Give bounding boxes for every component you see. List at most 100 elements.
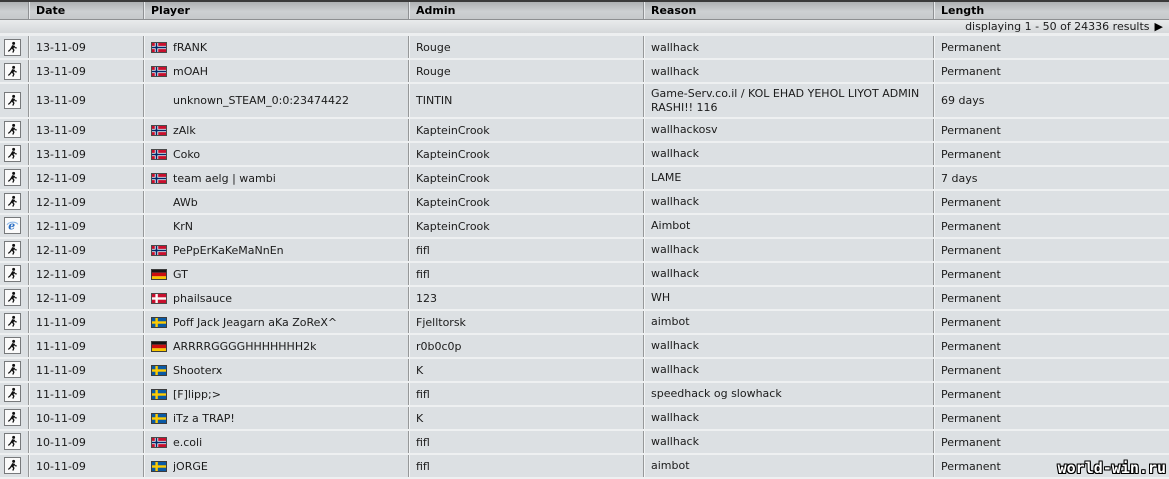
ban-type-cell — [0, 239, 28, 261]
player-cell: GT — [143, 262, 408, 285]
ban-row[interactable]: 12-11-09 GT fifl wallhack Permanent — [0, 262, 1169, 287]
ban-length: Permanent — [933, 286, 1169, 309]
ban-row[interactable]: 11-11-09 Poff Jack Jeagarn aKa ZoReX^ Fj… — [0, 310, 1169, 335]
ban-row[interactable]: 12-11-09 phailsauce 123 WH Permanent — [0, 286, 1169, 311]
ingame-ban-player-icon — [4, 91, 21, 109]
ban-length: 7 days — [933, 166, 1169, 189]
ban-length: Permanent — [933, 430, 1169, 453]
ban-type-cell — [0, 60, 28, 82]
ban-reason: Game-Serv.co.il / KOL EHAD YEHOL LIYOT A… — [643, 84, 933, 117]
ban-length: 69 days — [933, 84, 1169, 117]
ban-reason: speedhack og slowhack — [643, 382, 933, 405]
ban-length: Permanent — [933, 454, 1169, 477]
ban-type-cell — [0, 143, 28, 165]
admin-name: fifl — [408, 454, 643, 477]
table-body: 13-11-09 fRANK Rouge wallhack Permanent … — [0, 36, 1169, 479]
ban-row[interactable]: 13-11-09 zAlk KapteinCrook wallhackosv P… — [0, 118, 1169, 143]
ingame-ban-player-icon — [4, 265, 21, 282]
admin-name: r0b0c0p — [408, 334, 643, 357]
sweden-flag-icon — [151, 388, 167, 400]
ban-length: Permanent — [933, 118, 1169, 141]
column-header-length[interactable]: Length — [933, 2, 1169, 19]
player-cell: Shooterx — [143, 358, 408, 381]
ban-length: Permanent — [933, 238, 1169, 261]
player-cell: Coko — [143, 142, 408, 165]
ban-reason: aimbot — [643, 454, 933, 477]
flag-placeholder — [151, 221, 167, 232]
table-header-row: Date Player Admin Reason Length — [0, 2, 1169, 20]
admin-name: TINTIN — [408, 84, 643, 117]
ban-type-cell — [0, 84, 28, 117]
norway-flag-icon — [151, 66, 167, 77]
ban-length: Permanent — [933, 310, 1169, 333]
ban-type-cell — [0, 407, 28, 429]
ban-date: 10-11-09 — [28, 406, 143, 429]
admin-name: K — [408, 406, 643, 429]
ban-reason: wallhack — [643, 36, 933, 58]
ban-row[interactable]: 13-11-09 unknown_STEAM_0:0:23474422 TINT… — [0, 84, 1169, 119]
ban-row[interactable]: 13-11-09 fRANK Rouge wallhack Permanent — [0, 36, 1169, 60]
column-header-date[interactable]: Date — [28, 2, 143, 19]
ban-type-cell — [0, 383, 28, 405]
flag-placeholder — [151, 197, 167, 208]
column-header-reason[interactable]: Reason — [643, 2, 933, 19]
player-name: zAlk — [173, 123, 196, 137]
ban-length: Permanent — [933, 36, 1169, 58]
pager-status-row: displaying 1 - 50 of 24336 results ▶ — [0, 20, 1169, 36]
ban-length: Permanent — [933, 142, 1169, 165]
ingame-ban-player-icon — [4, 145, 21, 162]
ban-reason: wallhack — [643, 190, 933, 213]
ban-row[interactable]: e 12-11-09 KrN KapteinCrook Aimbot Perma… — [0, 214, 1169, 239]
player-cell: iTz a TRAP! — [143, 406, 408, 429]
ban-length: Permanent — [933, 262, 1169, 285]
norway-flag-icon — [151, 148, 167, 160]
ban-row[interactable]: 12-11-09 PePpErKaKeMaNnEn fifl wallhack … — [0, 238, 1169, 263]
admin-name: Rouge — [408, 60, 643, 82]
ban-row[interactable]: 13-11-09 Coko KapteinCrook wallhack Perm… — [0, 142, 1169, 167]
ban-row[interactable]: 10-11-09 e.coli fifl wallhack Permanent — [0, 430, 1169, 455]
ban-type-cell — [0, 287, 28, 309]
player-cell: mOAH — [143, 60, 408, 82]
ban-type-cell — [0, 191, 28, 213]
ban-row[interactable]: 12-11-09 AWb KapteinCrook wallhack Perma… — [0, 190, 1169, 215]
ingame-ban-player-icon — [4, 337, 21, 354]
next-page-arrow-icon[interactable]: ▶ — [1154, 20, 1163, 33]
ban-row[interactable]: 12-11-09 team aelg | wambi KapteinCrook … — [0, 166, 1169, 191]
sweden-flag-icon — [151, 316, 167, 328]
sweden-flag-icon — [151, 412, 167, 424]
ban-reason: LAME — [643, 166, 933, 189]
ban-length: Permanent — [933, 60, 1169, 82]
ban-reason: Aimbot — [643, 214, 933, 237]
admin-name: K — [408, 358, 643, 381]
norway-flag-icon — [151, 172, 167, 184]
ban-row[interactable]: 11-11-09 [F]lipp;> fifl speedhack og slo… — [0, 382, 1169, 407]
player-name: unknown_STEAM_0:0:23474422 — [173, 94, 350, 108]
player-name: team aelg | wambi — [173, 171, 276, 185]
ban-type-cell — [0, 359, 28, 381]
column-header-player[interactable]: Player — [143, 2, 408, 19]
ingame-ban-player-icon — [4, 241, 21, 258]
germany-flag-icon — [151, 268, 167, 280]
ban-row[interactable]: 10-11-09 iTz a TRAP! K wallhack Permanen… — [0, 406, 1169, 431]
ban-date: 13-11-09 — [28, 60, 143, 82]
ingame-ban-player-icon — [4, 385, 21, 402]
player-name: [F]lipp;> — [173, 387, 221, 401]
ban-row[interactable]: 11-11-09 Shooterx K wallhack Permanent — [0, 358, 1169, 383]
column-header-admin[interactable]: Admin — [408, 2, 643, 19]
ban-row[interactable]: 13-11-09 mOAH Rouge wallhack Permanent — [0, 60, 1169, 84]
ban-date: 10-11-09 — [28, 454, 143, 477]
ban-length: Permanent — [933, 382, 1169, 405]
player-name: KrN — [173, 219, 193, 233]
player-cell: team aelg | wambi — [143, 166, 408, 189]
player-name: fRANK — [173, 41, 208, 54]
ban-type-cell — [0, 119, 28, 141]
player-name: PePpErKaKeMaNnEn — [173, 243, 284, 257]
ban-type-cell — [0, 455, 28, 477]
player-name: phailsauce — [173, 291, 233, 305]
ingame-ban-player-icon — [4, 289, 21, 306]
ban-row[interactable]: 11-11-09 ARRRRGGGGHHHHHHH2k r0b0c0p wall… — [0, 334, 1169, 359]
ingame-ban-player-icon — [4, 361, 21, 378]
player-cell: AWb — [143, 190, 408, 213]
ban-row[interactable]: 10-11-09 jORGE fifl aimbot Permanent — [0, 454, 1169, 479]
ban-length: Permanent — [933, 358, 1169, 381]
